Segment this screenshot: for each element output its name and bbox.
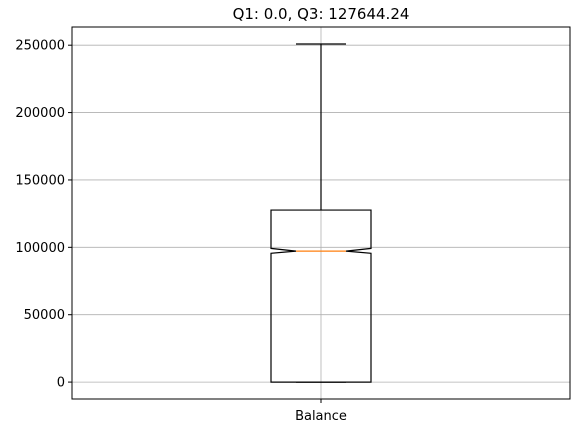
y-tick-label: 100000: [15, 241, 65, 256]
y-tick-label: 150000: [15, 173, 65, 188]
y-tick-label: 0: [57, 376, 65, 391]
y-tick-label: 200000: [15, 106, 65, 121]
y-axis: 0 50000 100000 150000 200000 250000: [15, 39, 72, 391]
y-tick-label: 250000: [15, 39, 65, 54]
x-tick-label: Balance: [295, 409, 347, 424]
y-tick-label: 50000: [24, 308, 65, 323]
chart-title: Q1: 0.0, Q3: 127644.24: [233, 5, 410, 23]
box-layer: [270, 43, 372, 383]
x-axis: Balance: [295, 399, 347, 424]
box-body: [270, 209, 372, 383]
